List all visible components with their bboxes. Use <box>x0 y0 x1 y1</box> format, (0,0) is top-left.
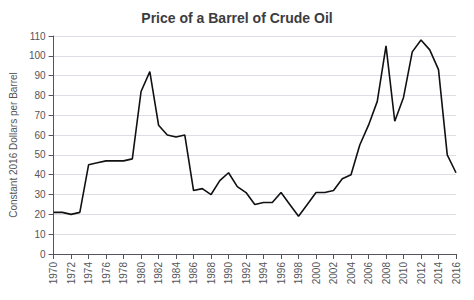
svg-text:1978: 1978 <box>118 262 129 285</box>
svg-text:1982: 1982 <box>153 262 164 285</box>
svg-text:1992: 1992 <box>241 262 252 285</box>
svg-text:2016: 2016 <box>451 262 462 285</box>
svg-text:110: 110 <box>30 31 46 42</box>
svg-text:1988: 1988 <box>206 262 217 285</box>
svg-text:2002: 2002 <box>328 262 339 285</box>
svg-text:90: 90 <box>34 70 46 81</box>
svg-text:1998: 1998 <box>293 262 304 285</box>
svg-text:2004: 2004 <box>346 262 357 285</box>
svg-text:1990: 1990 <box>223 262 234 285</box>
svg-text:Price of a Barrel of Crude Oil: Price of a Barrel of Crude Oil <box>141 10 332 26</box>
svg-text:1970: 1970 <box>48 262 59 285</box>
svg-text:60: 60 <box>34 130 46 141</box>
svg-text:2012: 2012 <box>416 262 427 285</box>
svg-text:40: 40 <box>34 169 46 180</box>
svg-text:1974: 1974 <box>83 262 94 285</box>
svg-text:2000: 2000 <box>311 262 322 285</box>
svg-text:2008: 2008 <box>381 262 392 285</box>
svg-text:30: 30 <box>34 189 46 200</box>
svg-text:1980: 1980 <box>136 262 147 285</box>
svg-text:2014: 2014 <box>433 262 444 285</box>
svg-text:2006: 2006 <box>363 262 374 285</box>
svg-text:1996: 1996 <box>276 262 287 285</box>
svg-text:1986: 1986 <box>188 262 199 285</box>
svg-text:1976: 1976 <box>101 262 112 285</box>
svg-text:1994: 1994 <box>258 262 269 285</box>
svg-text:Constant 2016 Dollars per Barr: Constant 2016 Dollars per Barrel <box>8 72 19 218</box>
svg-text:70: 70 <box>34 110 46 121</box>
svg-text:80: 80 <box>34 90 46 101</box>
svg-text:1972: 1972 <box>66 262 77 285</box>
svg-text:50: 50 <box>34 149 46 160</box>
svg-text:0: 0 <box>40 249 46 260</box>
svg-text:2010: 2010 <box>398 262 409 285</box>
svg-text:100: 100 <box>29 50 46 61</box>
svg-text:1984: 1984 <box>171 262 182 285</box>
svg-text:10: 10 <box>34 229 46 240</box>
svg-text:20: 20 <box>34 209 46 220</box>
